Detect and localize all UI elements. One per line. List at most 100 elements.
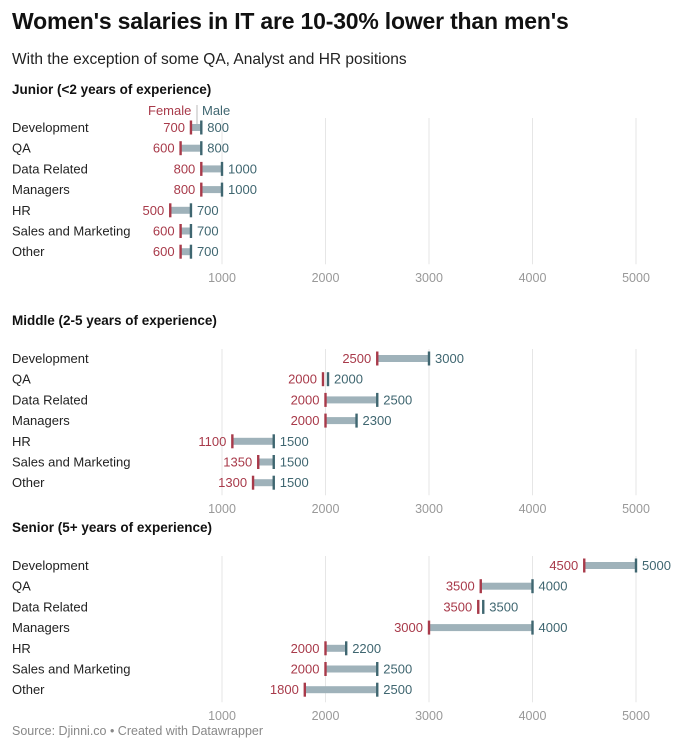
range-bar — [429, 624, 533, 632]
range-bar — [325, 417, 357, 425]
female-value-label: 2500 — [342, 351, 371, 366]
x-tick-label: 2000 — [312, 502, 340, 516]
female-marker — [324, 413, 327, 428]
female-marker — [251, 475, 255, 490]
x-tick-label: 1000 — [208, 502, 236, 516]
category-label: Sales and Marketing — [12, 455, 131, 470]
female-marker — [324, 641, 327, 656]
category-label: Managers — [12, 413, 70, 428]
female-marker — [324, 662, 327, 676]
legend-female: Female — [148, 103, 191, 118]
range-bar — [304, 686, 378, 694]
category-label: Managers — [12, 182, 70, 197]
category-label: Development — [12, 558, 89, 573]
female-value-label: 600 — [153, 244, 175, 259]
female-marker — [231, 434, 234, 449]
male-value-label: 2200 — [352, 641, 381, 656]
male-value-label: 1500 — [280, 434, 309, 449]
male-marker — [376, 392, 379, 407]
female-marker — [179, 224, 182, 238]
male-marker — [272, 434, 275, 449]
category-label: Other — [12, 244, 45, 259]
female-value-label: 2000 — [291, 392, 320, 407]
male-value-label: 700 — [197, 224, 219, 239]
x-tick-label: 3000 — [415, 271, 443, 285]
range-bar — [232, 437, 274, 445]
female-value-label: 500 — [143, 203, 165, 218]
male-marker — [272, 455, 275, 469]
source-note: Source: Djinni.co • Created with Datawra… — [12, 724, 264, 738]
male-marker — [531, 579, 534, 594]
male-value-label: 2500 — [383, 662, 412, 677]
male-marker — [189, 244, 193, 259]
chart-title: Women's salaries in IT are 10-30% lower … — [12, 8, 569, 34]
female-value-label: 2000 — [291, 662, 320, 677]
range-bar — [377, 355, 429, 362]
male-marker — [200, 120, 203, 135]
female-marker — [324, 392, 327, 407]
male-value-label: 800 — [207, 120, 229, 135]
chart-subtitle: With the exception of some QA, Analyst a… — [12, 51, 407, 68]
male-marker — [376, 662, 379, 676]
female-value-label: 3000 — [394, 620, 423, 635]
male-value-label: 1000 — [228, 161, 257, 176]
range-bar — [201, 165, 222, 173]
panel-title-3: Senior (5+ years of experience) — [12, 520, 212, 535]
male-value-label: 2000 — [334, 372, 363, 387]
male-value-label: 1500 — [280, 475, 309, 490]
range-bar — [180, 227, 191, 235]
x-tick-label: 5000 — [622, 709, 650, 723]
male-value-label: 3500 — [489, 599, 518, 614]
female-value-label: 600 — [153, 141, 175, 156]
male-value-label: 1500 — [280, 455, 309, 470]
male-value-label: 4000 — [539, 579, 568, 594]
male-value-label: 2500 — [383, 392, 412, 407]
male-value-label: 4000 — [539, 620, 568, 635]
male-marker — [189, 203, 193, 218]
male-value-label: 700 — [197, 244, 219, 259]
range-bar — [180, 144, 202, 152]
male-value-label: 700 — [197, 203, 219, 218]
male-marker — [200, 141, 203, 156]
category-label: HR — [12, 434, 31, 449]
male-value-label: 2500 — [383, 682, 412, 697]
male-marker — [326, 372, 330, 387]
category-label: Development — [12, 120, 89, 135]
female-value-label: 2000 — [291, 641, 320, 656]
panel-title-2: Middle (2-5 years of experience) — [12, 313, 217, 328]
x-tick-label: 2000 — [312, 709, 340, 723]
panel-title-1: Junior (<2 years of experience) — [12, 82, 211, 97]
x-tick-label: 3000 — [415, 709, 443, 723]
male-value-label: 2300 — [363, 413, 392, 428]
female-marker — [303, 682, 306, 697]
male-value-label: 3000 — [435, 351, 464, 366]
range-bar — [584, 562, 636, 569]
female-value-label: 1800 — [270, 682, 299, 697]
category-label: Managers — [12, 620, 70, 635]
female-marker — [179, 244, 182, 259]
x-tick-label: 3000 — [415, 502, 443, 516]
range-bar — [253, 479, 274, 487]
range-bar — [480, 582, 533, 590]
category-label: QA — [12, 141, 31, 156]
category-label: Other — [12, 682, 45, 697]
x-tick-label: 5000 — [622, 502, 650, 516]
range-bar — [190, 124, 202, 131]
x-tick-label: 4000 — [519, 502, 547, 516]
male-marker — [427, 351, 431, 366]
female-marker — [479, 579, 482, 594]
female-marker — [427, 620, 431, 635]
female-value-label: 1100 — [198, 434, 226, 449]
female-value-label: 800 — [174, 182, 196, 197]
category-label: Development — [12, 351, 89, 366]
female-marker — [179, 141, 182, 156]
x-tick-label: 5000 — [622, 271, 650, 285]
female-value-label: 3500 — [446, 579, 475, 594]
category-label: QA — [12, 579, 31, 594]
category-label: Data Related — [12, 392, 88, 407]
range-bar — [325, 665, 378, 673]
male-marker — [189, 224, 193, 238]
category-label: Data Related — [12, 599, 88, 614]
range-bar — [180, 248, 191, 256]
